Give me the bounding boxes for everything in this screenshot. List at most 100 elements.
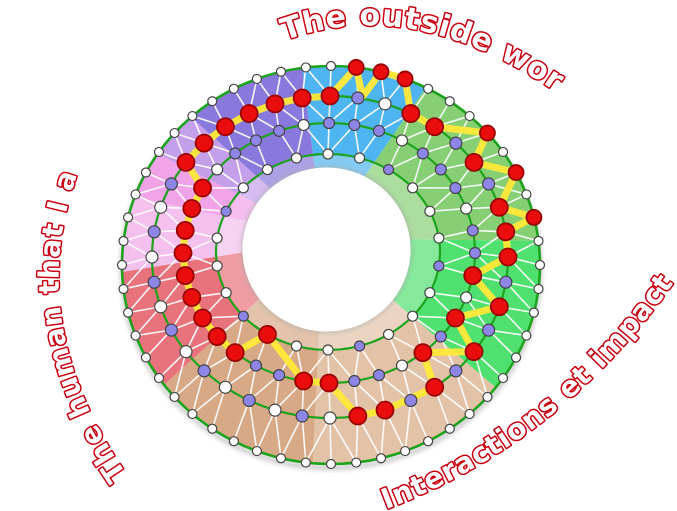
white-node (122, 307, 134, 318)
white-node (154, 300, 168, 314)
white-node (118, 283, 129, 295)
purple-node (249, 359, 263, 372)
red-node (425, 377, 445, 397)
purple-node (468, 246, 482, 260)
red-node (225, 343, 245, 362)
white-node (464, 110, 475, 122)
purple-node (348, 118, 361, 132)
white-node (395, 134, 409, 147)
red-node (479, 124, 496, 142)
red-node (347, 59, 365, 76)
white-node (228, 83, 239, 94)
red-node (215, 117, 235, 137)
purple-node (482, 323, 496, 337)
white-node (325, 60, 337, 72)
center-hole (242, 167, 411, 332)
wheel-root (116, 59, 546, 471)
red-node (507, 164, 525, 181)
white-node (433, 232, 445, 244)
white-node (395, 359, 409, 372)
white-node (268, 403, 282, 417)
white-node (179, 345, 193, 359)
red-node (194, 133, 214, 153)
purple-node (353, 340, 366, 352)
white-node (407, 310, 419, 322)
web-line (438, 237, 476, 254)
web-line (404, 400, 412, 452)
white-node (300, 457, 311, 468)
white-node (122, 212, 134, 223)
web-line (455, 370, 471, 415)
red-node (498, 247, 518, 267)
purple-node (449, 136, 463, 150)
web-line (410, 400, 429, 442)
web-line (388, 152, 424, 171)
purple-node (147, 275, 161, 289)
red-node (265, 94, 285, 114)
white-node (423, 83, 434, 94)
white-node (510, 352, 522, 363)
web-line (327, 349, 355, 382)
purple-node (295, 409, 309, 423)
red-node (182, 288, 202, 307)
purple-node (351, 91, 365, 105)
web-line (274, 410, 282, 459)
purple-node (382, 163, 395, 176)
web-line (211, 387, 227, 430)
white-node (533, 235, 544, 247)
ring-nodes (116, 60, 546, 470)
purple-node (404, 393, 418, 408)
white-node (424, 205, 436, 217)
white-node (528, 307, 540, 318)
purple-node (449, 181, 462, 195)
purple-node (348, 374, 361, 388)
purple-node (272, 124, 286, 137)
red-node (496, 222, 516, 242)
white-node (424, 287, 436, 299)
white-node (211, 232, 223, 244)
white-node (497, 146, 509, 158)
web-line (305, 417, 331, 463)
purple-node (164, 177, 178, 191)
white-node (378, 97, 392, 111)
white-node (423, 436, 434, 447)
red-node (464, 342, 484, 362)
white-node (145, 250, 159, 264)
purple-node (249, 134, 263, 147)
purple-node (147, 225, 161, 239)
red-node (193, 308, 212, 328)
red-node (319, 373, 339, 393)
web-line (455, 370, 488, 398)
white-node (323, 411, 337, 425)
purple-node (466, 224, 479, 237)
white-node (237, 182, 249, 194)
white-node (275, 453, 287, 464)
web-line (127, 281, 155, 314)
white-node (482, 391, 493, 403)
web-line (256, 409, 276, 452)
red-node (239, 104, 259, 123)
white-node (207, 423, 218, 434)
web-line (248, 400, 258, 452)
red-node (425, 117, 445, 137)
white-node (130, 330, 141, 341)
purple-node (220, 205, 232, 217)
purple-node (449, 364, 463, 378)
web-line (173, 351, 187, 398)
white-node (211, 260, 223, 272)
red-node (182, 199, 202, 218)
white-node (521, 330, 532, 341)
white-node (534, 259, 546, 271)
label-human-that-i-am: The human that I am (0, 0, 133, 489)
red-node (175, 221, 195, 240)
purple-node (372, 369, 386, 382)
purple-node (433, 260, 445, 272)
red-node (463, 266, 483, 285)
white-node (220, 287, 232, 299)
white-node (218, 380, 232, 394)
white-node (375, 453, 387, 464)
web-line (438, 252, 476, 267)
purple-node (434, 330, 447, 343)
purple-node (434, 163, 447, 176)
